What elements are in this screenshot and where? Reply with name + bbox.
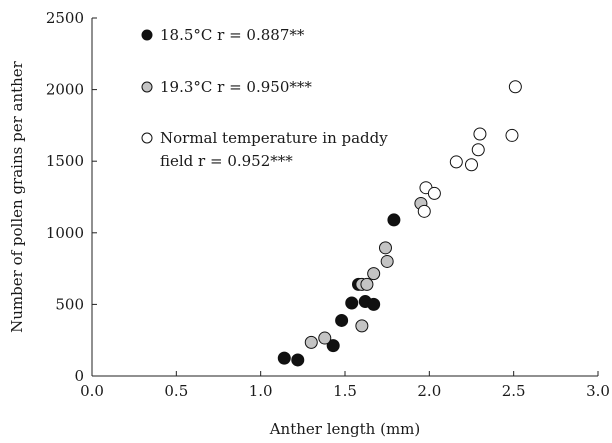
x-tick-label: 2.0 xyxy=(417,382,441,400)
data-point-series-1 xyxy=(326,339,340,353)
y-tick-label: 0 xyxy=(74,367,84,385)
legend: 18.5°C r = 0.887** 19.3°C r = 0.950*** Nor… xyxy=(141,26,388,170)
data-point-series-1 xyxy=(335,313,349,327)
y-tick-label: 1000 xyxy=(46,224,84,242)
legend-marker-series-2 xyxy=(141,81,153,93)
data-point-series-1 xyxy=(387,213,401,227)
x-tick-label: 3.0 xyxy=(586,382,610,400)
legend-marker-series-1 xyxy=(141,29,153,41)
data-point-series-2 xyxy=(304,335,318,349)
x-tick-label: 0.5 xyxy=(164,382,188,400)
y-tick-label: 2500 xyxy=(46,9,84,27)
x-axis-title: Anther length (mm) xyxy=(269,420,421,438)
data-point-series-1 xyxy=(367,297,381,311)
data-point-series-1 xyxy=(277,351,291,365)
data-point-series-3 xyxy=(449,155,463,169)
data-point-series-3 xyxy=(417,204,431,218)
data-point-series-3 xyxy=(427,186,441,200)
x-tick-label: 0.0 xyxy=(80,382,104,400)
y-tick-label: 1500 xyxy=(46,152,84,170)
data-point-series-3 xyxy=(473,127,487,141)
data-point-series-3 xyxy=(508,80,522,94)
data-point-series-2 xyxy=(318,331,332,345)
x-tick-label: 1.0 xyxy=(249,382,273,400)
data-points xyxy=(277,80,522,367)
data-point-series-1 xyxy=(345,296,359,310)
data-point-series-2 xyxy=(367,267,381,281)
data-point-series-2 xyxy=(378,241,392,255)
data-point-series-2 xyxy=(380,254,394,268)
y-tick-label: 2000 xyxy=(46,81,84,99)
data-point-series-3 xyxy=(505,128,519,142)
data-point-series-2 xyxy=(355,319,369,333)
x-tick-label: 2.5 xyxy=(502,382,526,400)
data-point-series-3 xyxy=(471,143,485,157)
legend-marker-series-3 xyxy=(141,132,153,144)
legend-label-series-3: Normal temperature in paddy xyxy=(160,129,388,147)
legend-label-series-1: 18.5°C r = 0.887** xyxy=(160,26,305,44)
legend-label-series-3: field r = 0.952*** xyxy=(160,152,293,170)
x-tick-label: 1.5 xyxy=(333,382,357,400)
legend-label-series-2: 19.3°C r = 0.950*** xyxy=(160,78,312,96)
y-axis-title-group: Number of pollen grains per anther xyxy=(8,60,26,333)
y-tick-label: 500 xyxy=(55,295,84,313)
data-point-series-1 xyxy=(291,353,305,367)
axes: 0.0 0.5 1.0 1.5 2.0 2.5 3.0 0 500 1000 1500 2000 250… xyxy=(46,9,610,400)
data-point-series-3 xyxy=(465,158,478,172)
y-axis-title: Number of pollen grains per anther xyxy=(8,60,26,333)
data-point-series-2 xyxy=(360,277,374,291)
